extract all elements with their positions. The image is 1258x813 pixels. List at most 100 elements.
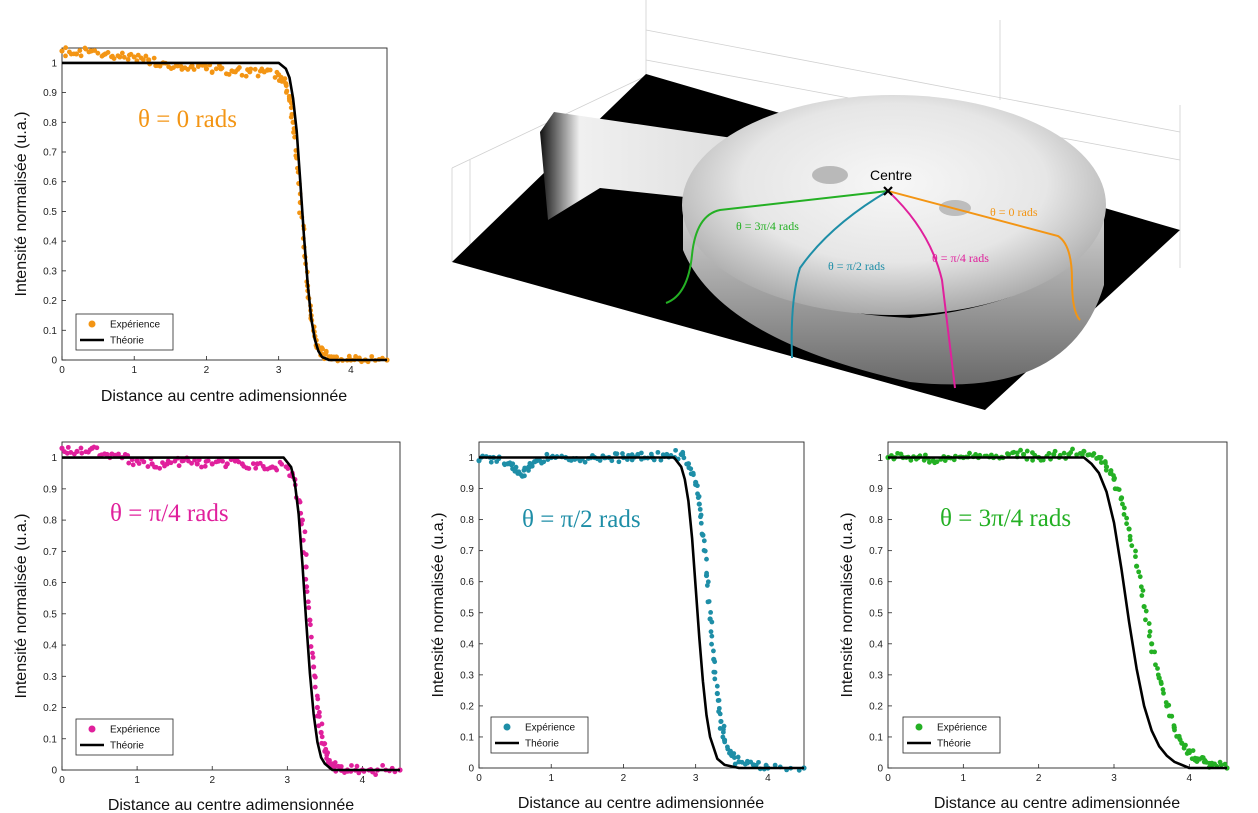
experiment-point <box>934 459 940 465</box>
y-tick-label: 1 <box>877 453 883 464</box>
experiment-point <box>696 501 702 507</box>
experiment-point <box>267 465 273 471</box>
experiment-point <box>356 770 362 776</box>
experiment-point <box>288 114 294 120</box>
experiment-point <box>305 599 311 605</box>
experiment-point <box>284 88 290 94</box>
experiment-point <box>708 610 714 615</box>
y-tick-label: 0.3 <box>43 672 57 683</box>
experiment-point <box>1161 690 1166 696</box>
y-tick-label: 0 <box>51 356 57 367</box>
experiment-point <box>319 721 325 727</box>
experiment-point <box>111 56 117 61</box>
x-axis-label: Distance au centre adimensionnée <box>518 795 764 812</box>
experiment-point <box>77 48 83 53</box>
y-tick-label: 0.6 <box>869 577 883 588</box>
experiment-point <box>513 464 519 470</box>
experiment-point <box>199 464 204 470</box>
legend-label-experience: Expérience <box>110 320 160 331</box>
experiment-point <box>151 55 157 61</box>
experiment-point <box>699 531 705 537</box>
experiment-point <box>299 517 305 523</box>
legend-label-theory: Théorie <box>110 336 144 347</box>
experiment-point <box>176 463 182 469</box>
legend-label-theory: Théorie <box>110 741 144 752</box>
experiment-point <box>898 451 904 457</box>
experiment-point <box>304 584 310 590</box>
x-tick-label: 4 <box>1187 773 1193 784</box>
experiment-point <box>1143 617 1148 623</box>
experiment-point <box>282 76 288 82</box>
experiment-point <box>718 718 724 725</box>
experiment-point <box>320 346 325 352</box>
experiment-point <box>303 552 309 557</box>
y-tick-label: 0.4 <box>460 639 474 650</box>
experiment-point <box>220 458 225 464</box>
experiment-point <box>250 461 256 467</box>
y-tick-label: 0.9 <box>869 484 883 495</box>
experiment-point <box>168 460 174 466</box>
experiment-point <box>322 741 328 747</box>
experiment-point <box>763 762 769 768</box>
x-tick-label: 4 <box>360 775 366 786</box>
experiment-point <box>1146 633 1152 639</box>
theory-line <box>479 456 804 770</box>
x-axis-label: Distance au centre adimensionnée <box>934 795 1180 812</box>
experiment-point <box>1091 451 1097 456</box>
plot-frame <box>61 47 388 361</box>
experiment-point <box>522 465 528 471</box>
experiment-point <box>323 349 329 355</box>
legend-label-theory: Théorie <box>525 739 559 750</box>
experiment-point <box>318 729 324 736</box>
experiment-point <box>1155 666 1160 671</box>
experiment-point <box>1040 457 1046 463</box>
y-tick-label: 0.7 <box>869 546 883 557</box>
experiment-point <box>59 48 65 54</box>
path-label-pi4: θ = π/4 rads <box>932 251 989 265</box>
chart-panel-theta-0: 0 1 2 3 4 0 0.1 0.2 0.3 0.4 0.5 0.6 0.7 0.8 0.9 1 Distan… <box>13 45 390 405</box>
experiment-point <box>253 465 259 471</box>
y-tick-label: 0.6 <box>43 578 57 589</box>
experiment-point <box>1116 487 1122 493</box>
experiment-point <box>582 459 588 465</box>
experiment-point <box>213 66 219 72</box>
y-tick-label: 0.1 <box>869 732 883 743</box>
experiment-point <box>1133 548 1138 554</box>
x-tick-label: 2 <box>209 775 215 786</box>
experiment-point <box>310 654 316 660</box>
experiment-point <box>94 445 100 451</box>
experiment-point <box>712 669 718 675</box>
experiment-point <box>369 354 375 359</box>
y-tick-label: 0.5 <box>869 608 883 619</box>
experiment-point <box>609 458 615 464</box>
x-tick-label: 1 <box>548 773 554 784</box>
experiment-point <box>162 463 167 469</box>
experiment-point <box>712 659 718 665</box>
experiment-point <box>727 750 732 756</box>
path-label-3pi4: θ = 3π/4 rads <box>736 219 799 233</box>
x-tick-label: 0 <box>885 773 891 784</box>
experiment-point <box>967 450 972 456</box>
experiment-point <box>248 66 254 72</box>
y-tick-label: 0.8 <box>43 516 57 527</box>
experiment-point <box>597 458 603 463</box>
y-tick-label: 0.6 <box>460 577 474 588</box>
path-pi2 <box>790 190 889 359</box>
experiment-point <box>1030 457 1035 463</box>
experiment-point <box>1171 723 1177 728</box>
experiment-point <box>708 629 714 635</box>
experiment-point <box>101 52 106 58</box>
experiment-point <box>717 711 723 717</box>
experiment-point <box>338 764 344 769</box>
experiment-point <box>1021 451 1027 458</box>
experiment-point <box>315 696 321 702</box>
legend-label-experience: Expérience <box>937 723 987 734</box>
experiment-point <box>285 466 291 472</box>
theory-line <box>62 456 400 772</box>
experiment-point <box>704 570 709 576</box>
experiment-point <box>346 353 352 359</box>
experiment-point <box>304 589 310 595</box>
experiment-point <box>709 641 714 647</box>
experiment-point <box>529 463 535 469</box>
